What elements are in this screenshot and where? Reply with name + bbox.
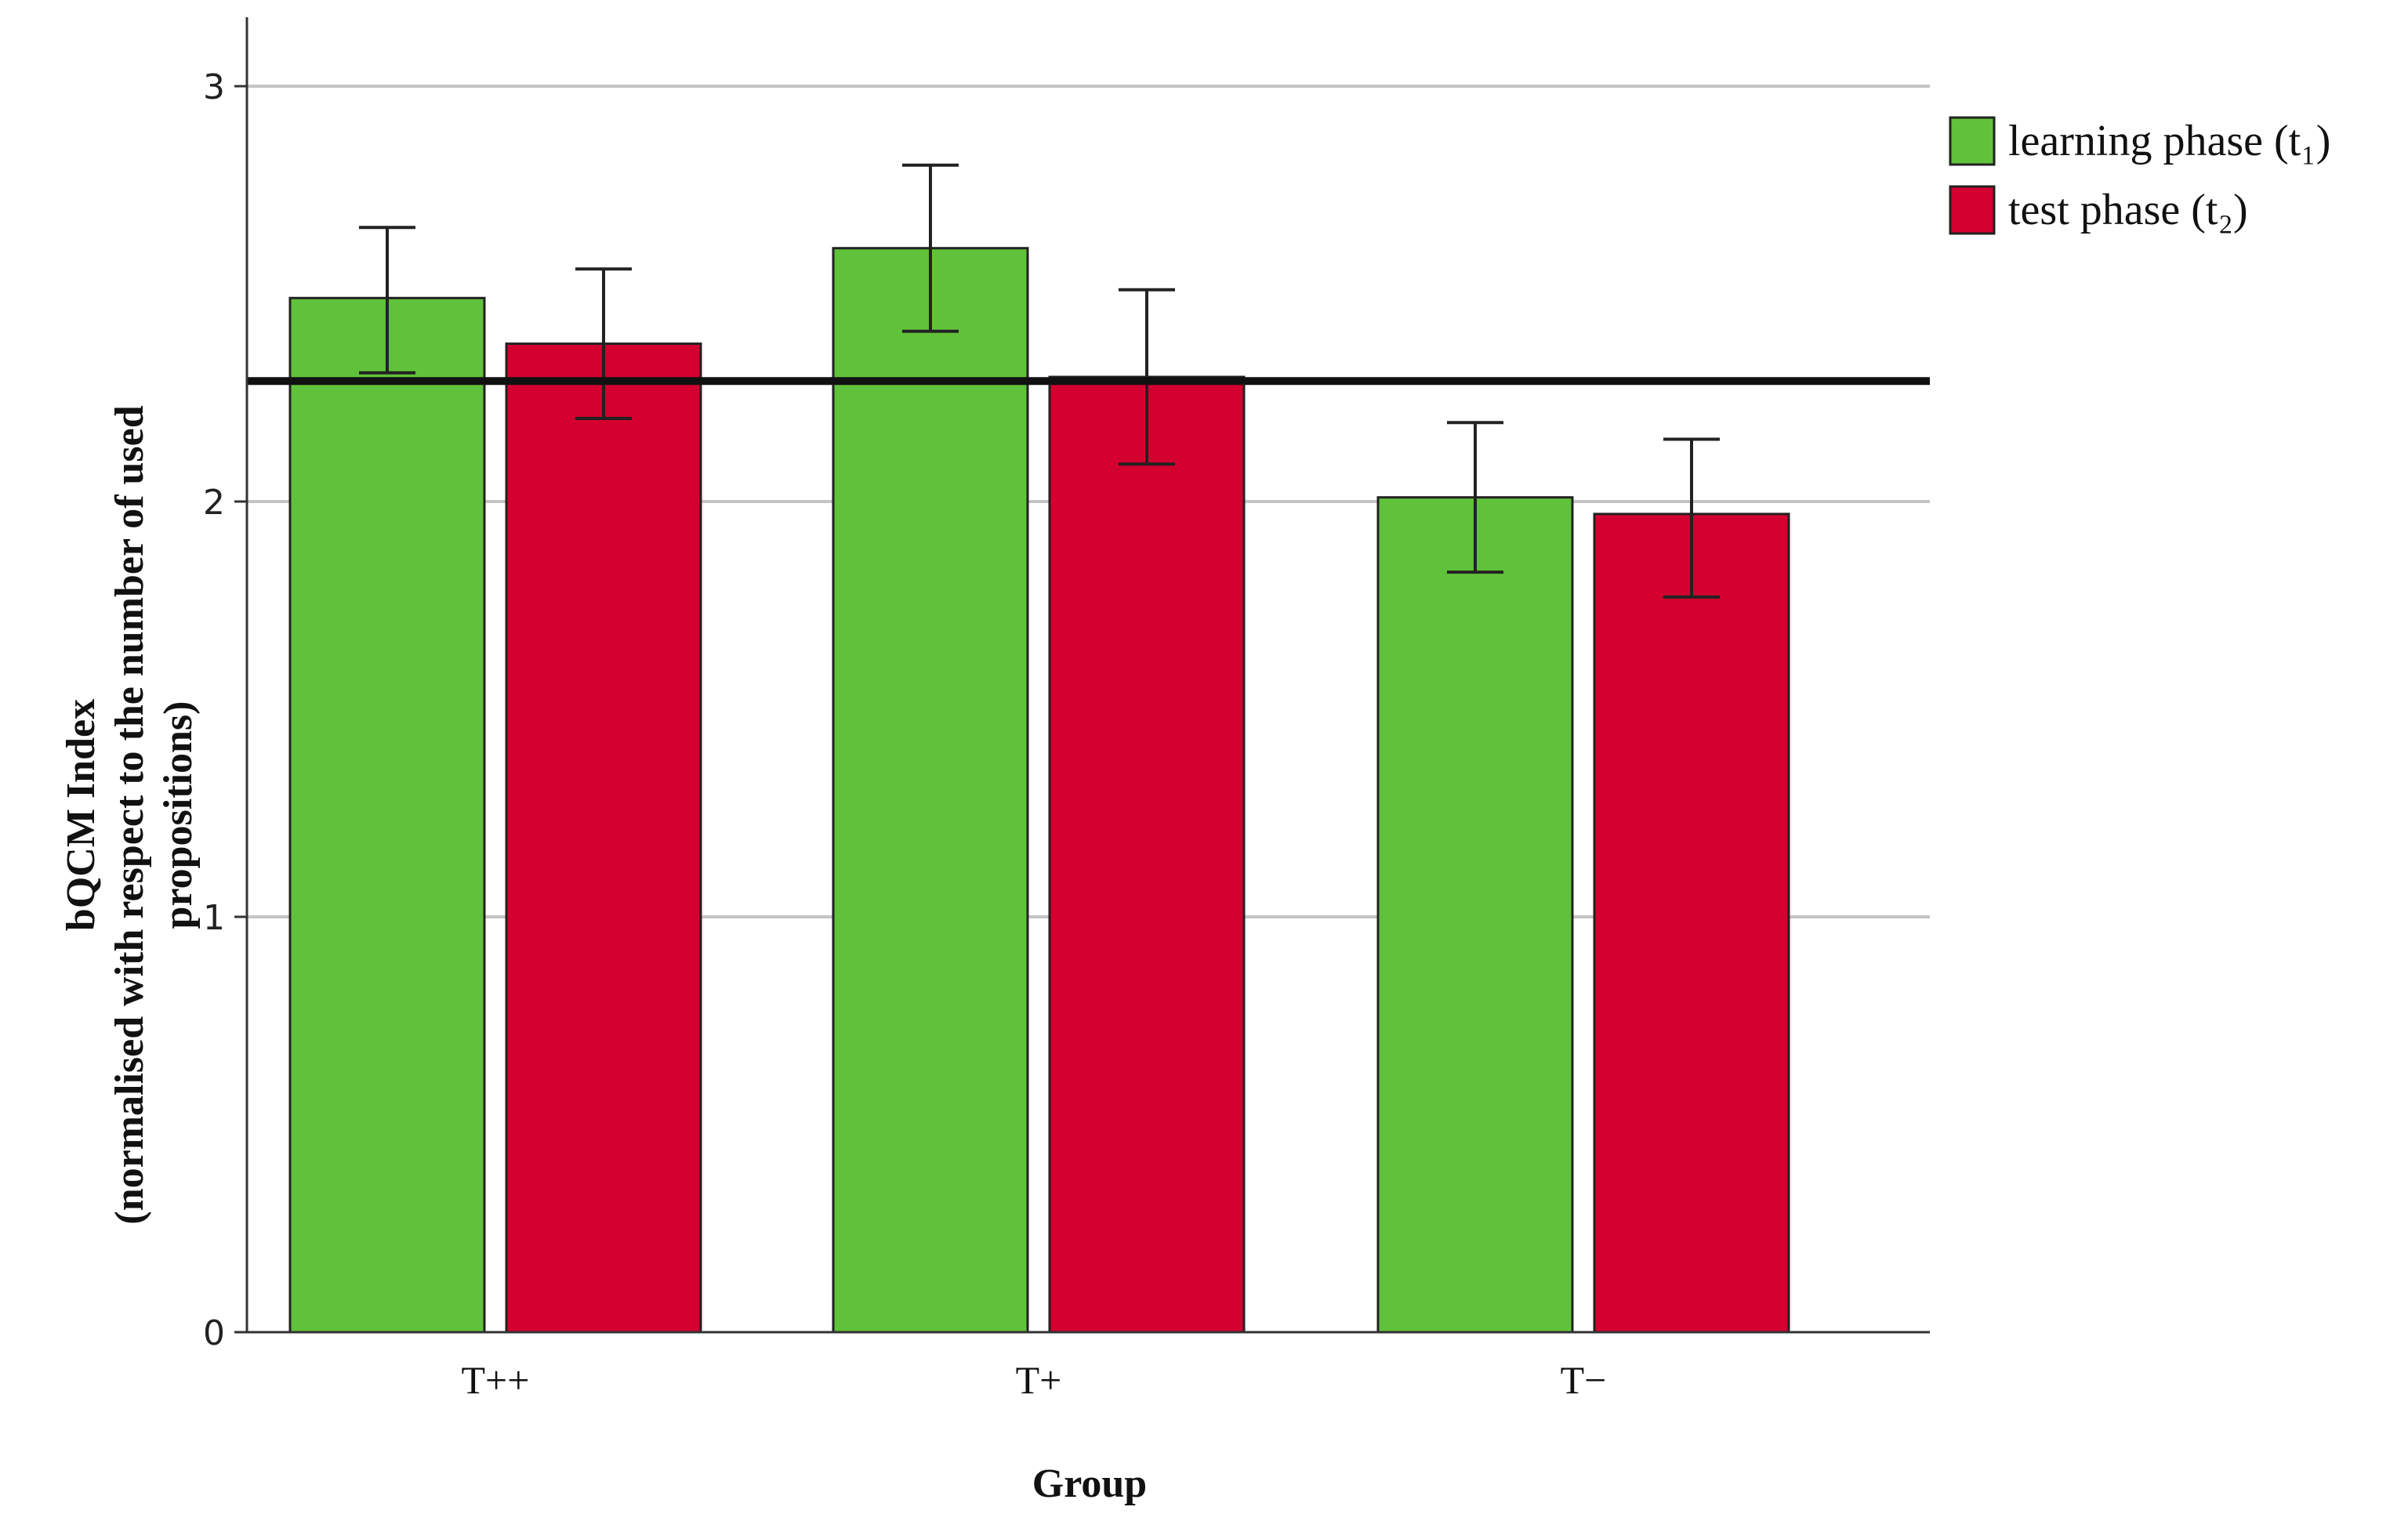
bar-learning [1376, 496, 1574, 1334]
bar-learning [288, 296, 486, 1334]
bar-test [1048, 375, 1246, 1334]
error-bar [1447, 421, 1503, 574]
axes [245, 17, 1930, 1334]
error-bar [1663, 437, 1720, 599]
y-tick-labels: 0 1 2 3 [203, 67, 247, 1353]
error-bar [359, 226, 415, 375]
legend-swatch-learning [1949, 116, 1996, 166]
error-bar [902, 163, 959, 333]
error-bar [575, 267, 632, 420]
y-tick-label: 0 [203, 1313, 225, 1353]
error-bars [359, 163, 1720, 599]
x-tick-label: T++ [462, 1358, 530, 1402]
y-tick-label: 3 [203, 67, 225, 107]
bars [288, 247, 1790, 1334]
y-tick-label: 1 [203, 898, 225, 938]
x-tick-label: T+ [1016, 1358, 1062, 1402]
y-axis-title-line-2: (normalised with respect to the number o… [107, 405, 152, 1224]
y-axis-title: bQCM Index (normalised with respect to t… [59, 405, 201, 1224]
bar-test [1593, 512, 1790, 1334]
y-tick-label: 2 [203, 483, 225, 523]
bar-test [505, 342, 702, 1334]
x-tick-label: T− [1561, 1358, 1607, 1402]
x-tick-labels: T++ T+ T− [462, 1358, 1607, 1402]
bar-learning [832, 247, 1029, 1334]
y-axis-title-line-1: bQCM Index [59, 699, 103, 931]
error-bar [1119, 288, 1175, 466]
legend: learning phase (t₁) test phase (t₂) [1949, 116, 2330, 235]
x-axis-title: Group [1032, 1461, 1147, 1506]
y-axis-title-line-3: propositions) [156, 701, 201, 929]
legend-swatch-test [1949, 185, 1996, 235]
legend-label-learning: learning phase (t₁) [2008, 117, 2330, 165]
legend-label-test: test phase (t₂) [2008, 186, 2248, 234]
